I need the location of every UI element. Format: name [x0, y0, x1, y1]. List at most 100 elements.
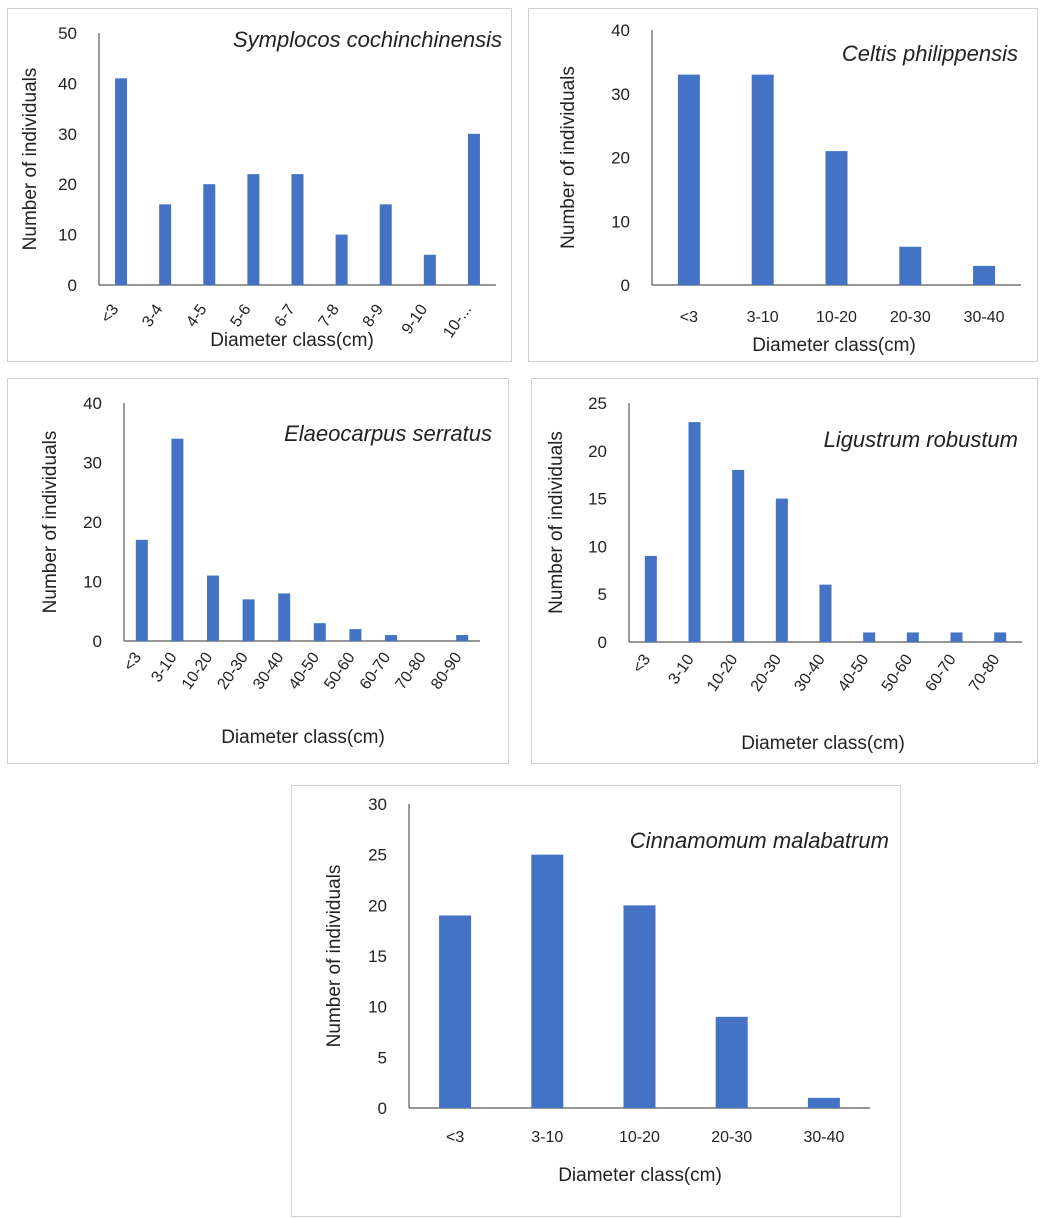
y-tick-label: 20 — [611, 149, 630, 168]
x-tick-label: 10-20 — [179, 649, 216, 692]
y-tick-label: 30 — [368, 795, 387, 814]
bar-10 — [467, 133, 480, 285]
x-tick-label: 4-5 — [183, 301, 210, 330]
bar-50-60 — [349, 629, 362, 641]
bar-3 — [135, 539, 148, 641]
bar-3 — [439, 915, 472, 1108]
x-tick-label: 20-30 — [890, 309, 931, 326]
bar-7-8 — [335, 234, 348, 285]
bar-4-5 — [203, 184, 216, 285]
x-tick-label: 80-90 — [428, 649, 465, 692]
x-tick-label: 3-10 — [747, 309, 779, 326]
x-tick-label: 3-10 — [665, 651, 697, 687]
y-tick-label: 10 — [58, 226, 77, 245]
chart-title: Symplocos cochinchinensis — [233, 27, 502, 52]
y-tick-label: 30 — [83, 454, 102, 473]
bar-10-20 — [825, 151, 848, 285]
bar-40-50 — [313, 623, 326, 641]
y-tick-label: 25 — [368, 846, 387, 865]
bar-60-70 — [950, 632, 963, 642]
y-tick-label: 0 — [598, 633, 607, 652]
bar-3 — [677, 74, 700, 285]
bar-9-10 — [423, 254, 436, 285]
x-tick-label: 40-50 — [286, 649, 323, 692]
x-tick-label: <3 — [98, 301, 122, 326]
bar-30-40 — [819, 584, 832, 642]
y-tick-label: 50 — [58, 24, 77, 43]
bar-20-30 — [899, 246, 922, 285]
y-tick-label: 5 — [598, 585, 607, 604]
y-tick-label: 20 — [588, 442, 607, 461]
x-tick-label: 3-10 — [148, 649, 180, 685]
chart-title: Celtis philippensis — [842, 41, 1018, 66]
y-tick-label: 10 — [588, 537, 607, 556]
x-tick-label: 6-7 — [272, 301, 299, 330]
y-tick-label: 0 — [378, 1099, 387, 1118]
x-tick-label: 3-4 — [139, 301, 166, 330]
y-tick-label: 20 — [83, 513, 102, 532]
y-axis-title: Number of individuals — [558, 66, 579, 249]
x-axis-title: Diameter class(cm) — [221, 727, 385, 748]
bar-20-30 — [715, 1016, 748, 1108]
y-tick-label: 0 — [68, 276, 77, 295]
chart-svg: 0 10 20 30 40 <3 3-10 10-20 20-30 30-40 Diameter c… — [558, 21, 1021, 356]
x-tick-label: <3 — [630, 651, 654, 676]
x-tick-label: <3 — [446, 1129, 464, 1146]
y-axis-title: Number of individuals — [546, 431, 567, 614]
y-tick-label: 5 — [378, 1048, 387, 1067]
x-tick-label: 40-50 — [835, 651, 872, 694]
bar-5-6 — [247, 174, 260, 285]
y-tick-label: 25 — [588, 394, 607, 413]
x-tick-label: 8-9 — [360, 301, 387, 330]
y-tick-label: 10 — [368, 998, 387, 1017]
x-tick-label: 9-10 — [399, 301, 431, 337]
y-tick-label: 30 — [611, 85, 630, 104]
bar-70-80 — [994, 632, 1007, 642]
chart-panel-cinnamomum: 0 5 10 15 20 25 30 <3 3-10 10-20 20-30 30-40 Diamete… — [291, 785, 901, 1217]
y-axis-title: Number of individuals — [40, 431, 61, 614]
y-tick-label: 15 — [588, 490, 607, 509]
bar-30-40 — [278, 593, 291, 641]
x-axis-title: Diameter class(cm) — [558, 1165, 722, 1186]
x-tick-label: 20-30 — [214, 649, 251, 692]
x-tick-label: 7-8 — [316, 301, 343, 330]
bar-3-4 — [159, 204, 172, 285]
chart-svg: 0 10 20 30 40 <3 3-1010-2020-3030-4040-5050-60… — [40, 394, 492, 748]
bar-40-50 — [863, 632, 876, 642]
y-tick-label: 10 — [83, 573, 102, 592]
chart-title: Elaeocarpus serratus — [284, 421, 492, 446]
y-tick-label: 0 — [93, 632, 102, 651]
y-tick-label: 40 — [611, 21, 630, 40]
bar-30-40 — [807, 1097, 840, 1108]
x-tick-label: 5-6 — [227, 301, 254, 330]
bar-50-60 — [906, 632, 919, 642]
x-tick-label: 50-60 — [879, 651, 916, 694]
x-tick-label: 60-70 — [922, 651, 959, 694]
x-tick-label: 70-80 — [392, 649, 429, 692]
bar-3 — [115, 78, 128, 285]
y-tick-label: 30 — [58, 125, 77, 144]
x-tick-label: 30-40 — [250, 649, 287, 692]
y-tick-label: 10 — [611, 212, 630, 231]
x-tick-label: 20-30 — [711, 1129, 752, 1146]
x-tick-label: 30-40 — [803, 1129, 844, 1146]
x-tick-label: 10-20 — [816, 309, 857, 326]
bar-3-10 — [751, 74, 774, 285]
chart-panel-symplocos: 0 10 20 30 40 50 <3 3-4 4-5 5-6 6-7 7-8 8-9 9-10 10-..… — [7, 8, 512, 362]
x-tick-label: 20-30 — [748, 651, 785, 694]
chart-svg: 0 5 10 15 20 25 30 <3 3-10 10-20 20-30 30-40 Diamete… — [324, 795, 889, 1186]
bar-3 — [644, 555, 657, 642]
bar-80-90 — [456, 635, 469, 641]
y-axis-title: Number of individuals — [20, 68, 41, 251]
bar-20-30 — [775, 498, 788, 642]
x-tick-label: 70-80 — [966, 651, 1003, 694]
y-tick-label: 40 — [58, 74, 77, 93]
y-tick-label: 15 — [368, 947, 387, 966]
x-axis-title: Diameter class(cm) — [210, 330, 374, 351]
x-tick-label: 10-... — [440, 302, 475, 342]
bar-3-10 — [171, 438, 184, 641]
y-axis-title: Number of individuals — [324, 865, 345, 1048]
chart-title: Cinnamomum malabatrum — [630, 828, 889, 853]
x-tick-label: 60-70 — [357, 649, 394, 692]
chart-panel-elaeocarpus: 0 10 20 30 40 <3 3-10 10-20 20-30 30-40 40-50 50-60… — [7, 378, 509, 764]
